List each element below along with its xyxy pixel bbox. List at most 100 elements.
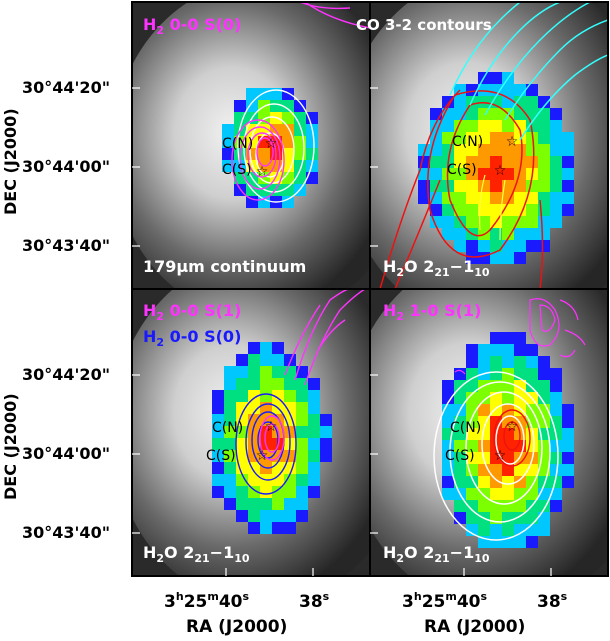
ra-tick-label: 38s <box>537 590 568 612</box>
map-pixel <box>502 192 514 204</box>
map-pixel <box>466 512 478 524</box>
map-pixel <box>526 240 538 252</box>
map-pixel <box>538 464 550 476</box>
map-pixel <box>222 124 234 136</box>
map-pixel <box>284 426 296 438</box>
map-pixel <box>224 486 236 498</box>
dec-axis-label: DEC (J2000) <box>1 393 20 500</box>
map-pixel <box>442 392 454 404</box>
map-pixel <box>550 392 562 404</box>
map-pixel <box>538 380 550 392</box>
map-pixel <box>550 108 562 120</box>
map-pixel <box>502 464 514 476</box>
source-label-cn-tr: C(N) <box>452 134 483 150</box>
map-pixel <box>514 356 526 368</box>
map-pixel <box>454 156 466 168</box>
map-pixel <box>248 474 260 486</box>
map-pixel <box>478 96 490 108</box>
map-pixel <box>526 132 538 144</box>
panel-frames <box>131 1 609 577</box>
map-pixel <box>502 120 514 132</box>
map-pixel <box>454 204 466 216</box>
map-pixel <box>246 148 258 160</box>
map-pixel <box>454 416 466 428</box>
map-pixel <box>248 402 260 414</box>
map-pixel <box>258 148 270 160</box>
star-icon: ☆ <box>494 448 507 464</box>
map-pixel <box>478 252 490 264</box>
map-pixel <box>562 428 574 440</box>
map-pixel <box>308 402 320 414</box>
source-label-cs-br: C(S) <box>445 448 475 464</box>
x-axis: 3h25m40s 38s 3h25m40s 38s RA (J2000) RA … <box>164 590 568 637</box>
tick-marks <box>132 87 552 576</box>
star-icon: ☆ <box>256 164 269 180</box>
map-pixel <box>248 366 260 378</box>
map-pixel <box>550 168 562 180</box>
map-pixel <box>296 486 308 498</box>
map-pixel <box>562 416 574 428</box>
map-pixel <box>490 332 502 344</box>
map-pixel <box>284 510 296 522</box>
map-pixel <box>550 416 562 428</box>
map-pixel <box>308 474 320 486</box>
map-pixel <box>248 498 260 510</box>
map-pixel <box>296 498 308 510</box>
map-pixel <box>258 196 270 208</box>
map-pixel <box>466 500 478 512</box>
map-pixel <box>550 452 562 464</box>
map-pixel <box>514 120 526 132</box>
map-pixel <box>562 440 574 452</box>
map-pixel <box>296 510 308 522</box>
map-pixel <box>272 342 284 354</box>
map-pixel <box>454 464 466 476</box>
map-pixel <box>562 476 574 488</box>
map-pixel <box>526 228 538 240</box>
map-pixel <box>296 402 308 414</box>
map-pixel <box>260 498 272 510</box>
map-pixel <box>296 414 308 426</box>
source-label-cs-tr: C(S) <box>447 162 477 178</box>
panel-top-right <box>370 2 608 289</box>
map-pixel <box>538 392 550 404</box>
map-pixel <box>538 524 550 536</box>
title-br: H2 1-0 S(1) <box>383 301 481 323</box>
map-pixel <box>320 450 332 462</box>
map-pixel <box>222 148 234 160</box>
map-pixel <box>502 332 514 344</box>
map-pixel <box>224 474 236 486</box>
map-pixel <box>224 378 236 390</box>
map-pixel <box>466 120 478 132</box>
map-pixel <box>296 450 308 462</box>
map-pixel <box>308 462 320 474</box>
map-pixel <box>260 390 272 402</box>
map-pixel <box>306 136 318 148</box>
map-pixel <box>550 380 562 392</box>
map-pixel <box>502 84 514 96</box>
map-pixel <box>562 132 574 144</box>
panel-bottom-left <box>132 289 370 576</box>
map-pixel <box>490 524 502 536</box>
map-pixel <box>478 216 490 228</box>
map-pixel <box>502 476 514 488</box>
map-pixel <box>514 192 526 204</box>
map-pixel <box>502 156 514 168</box>
star-icon: ☆ <box>265 136 278 152</box>
map-pixel <box>442 192 454 204</box>
star-icon: ☆ <box>506 419 519 435</box>
map-pixel <box>212 438 224 450</box>
panel-titles: H2 0-0 S(0) CO 3-2 contours 179µm contin… <box>143 15 492 565</box>
map-pixel <box>418 144 430 156</box>
map-pixel <box>418 168 430 180</box>
map-pixel <box>248 510 260 522</box>
map-pixel <box>224 498 236 510</box>
map-pixel <box>306 148 318 160</box>
map-pixel <box>246 88 258 100</box>
map-pixel <box>562 404 574 416</box>
map-pixel <box>248 390 260 402</box>
map-pixel <box>490 108 502 120</box>
star-icon: ☆ <box>494 163 507 179</box>
map-pixel <box>260 522 272 534</box>
map-pixel <box>490 132 502 144</box>
map-pixel <box>296 426 308 438</box>
